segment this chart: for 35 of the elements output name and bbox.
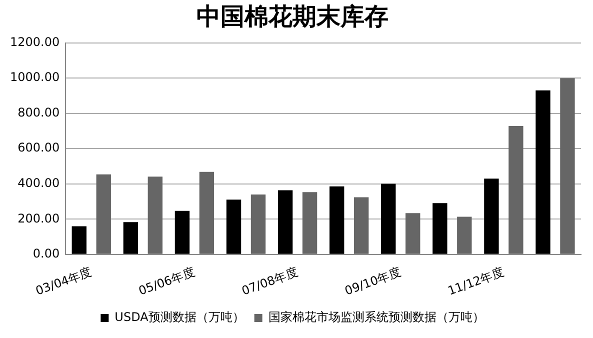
- y-tick-label: 400.00: [18, 176, 60, 190]
- bar: [72, 226, 86, 254]
- bar: [278, 190, 293, 254]
- legend-label: 国家棉花市场监测系统预测数据（万吨）: [268, 310, 484, 324]
- bar: [508, 126, 524, 254]
- bar: [96, 174, 111, 254]
- bar: [329, 186, 344, 254]
- legend-label: USDA预测数据（万吨）: [114, 310, 244, 324]
- x-tick-label: 07/08年度: [240, 264, 300, 298]
- bar: [457, 216, 472, 254]
- bar: [406, 213, 420, 254]
- bar: [432, 203, 448, 254]
- x-tick-label: 03/04年度: [34, 264, 94, 298]
- bar: [302, 192, 318, 254]
- bar: [484, 178, 499, 254]
- y-tick-label: 1200.00: [10, 34, 60, 49]
- x-tick-label: 11/12年度: [446, 264, 506, 298]
- y-tick-label: 0.00: [32, 246, 60, 261]
- bar: [354, 197, 369, 254]
- y-tick-label: 800.00: [18, 105, 60, 120]
- bar: [381, 184, 396, 254]
- bar: [560, 78, 575, 254]
- bar: [123, 222, 138, 254]
- bar: [148, 176, 163, 254]
- x-tick-label: 09/10年度: [342, 264, 403, 298]
- y-tick-label: 600.00: [18, 140, 60, 155]
- bar: [174, 210, 190, 254]
- x-tick-label: 05/06年度: [136, 264, 197, 298]
- chart-title: 中国棉花期末库存: [196, 2, 388, 31]
- bar: [536, 90, 550, 254]
- bar: [250, 194, 266, 254]
- bar: [199, 172, 214, 254]
- bar: [226, 200, 242, 254]
- y-tick-label: 200.00: [18, 211, 60, 226]
- y-tick-label: 1000.00: [10, 70, 60, 84]
